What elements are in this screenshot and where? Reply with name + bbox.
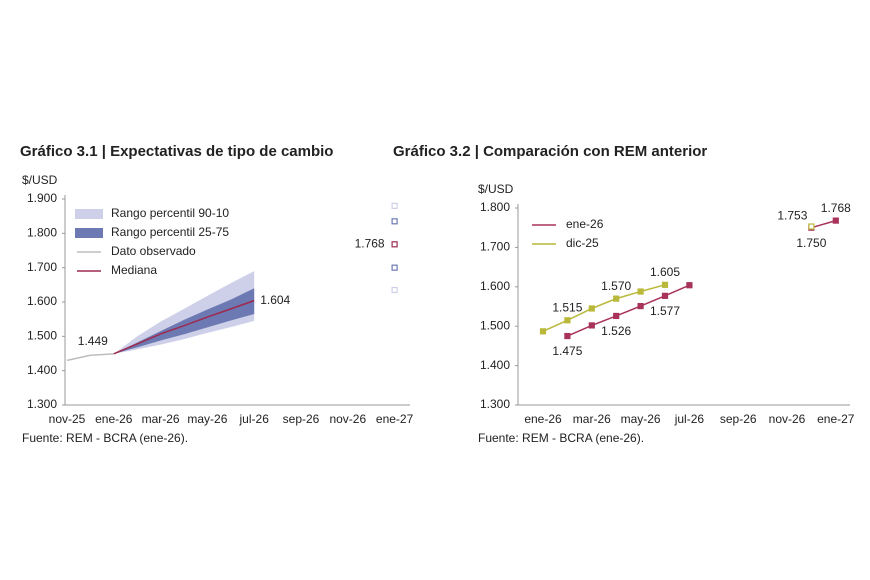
point — [391, 202, 398, 209]
point — [686, 282, 693, 289]
line — [66, 353, 114, 362]
x-tick-label: nov-26 — [769, 412, 806, 426]
point — [613, 312, 620, 320]
point — [564, 317, 571, 324]
line — [542, 284, 666, 333]
y-tick-label: 1.500 — [27, 329, 57, 343]
band — [113, 271, 255, 354]
chart-title: Gráfico 3.1 | Expectativas de tipo de ca… — [20, 143, 333, 160]
point — [539, 328, 547, 335]
y-tick-label: 1.300 — [480, 397, 510, 411]
chart-title: Gráfico 3.2 | Comparación con REM anteri… — [393, 143, 707, 160]
x-tick-label: jul-26 — [239, 412, 270, 426]
legend-label: dic-25 — [566, 236, 599, 250]
data-label: 1.605 — [650, 265, 680, 279]
y-tick-label: 1.300 — [27, 397, 57, 411]
data-label: 1.750 — [796, 236, 826, 250]
data-label: 1.768 — [821, 201, 851, 215]
y-tick-label: 1.900 — [27, 191, 57, 205]
point — [588, 322, 595, 329]
legend-swatch — [75, 209, 103, 219]
source: Fuente: REM - BCRA (ene-26). — [22, 431, 188, 445]
data-label: 1.604 — [260, 293, 290, 307]
legend-label: Rango percentil 25-75 — [111, 225, 229, 239]
legend-label: Dato observado — [111, 244, 196, 258]
data-label: 1.515 — [552, 300, 582, 314]
x-tick-label: ene-26 — [524, 412, 562, 426]
x-tick-label: ene-26 — [95, 412, 133, 426]
point — [391, 264, 398, 271]
x-tick-label: ene-27 — [817, 412, 855, 426]
data-label: 1.753 — [777, 209, 807, 223]
y-tick-label: 1.800 — [480, 200, 510, 214]
legend-label: Rango percentil 90-10 — [111, 206, 229, 220]
point — [637, 288, 644, 295]
x-tick-label: jul-26 — [674, 412, 705, 426]
source: Fuente: REM - BCRA (ene-26). — [478, 431, 644, 445]
x-tick-label: mar-26 — [142, 412, 180, 426]
x-tick-label: nov-26 — [329, 412, 366, 426]
point — [588, 305, 595, 312]
data-label: 1.570 — [601, 279, 631, 293]
point — [613, 295, 620, 302]
y-tick-label: 1.400 — [27, 363, 57, 377]
x-tick-label: may-26 — [187, 412, 227, 426]
x-tick-label: nov-25 — [49, 412, 86, 426]
y-tick-label: 1.800 — [27, 226, 57, 240]
point — [661, 281, 669, 288]
data-label: 1.475 — [552, 344, 582, 358]
y-axis-label: $/USD — [22, 173, 58, 187]
point — [832, 217, 839, 224]
data-label: 1.768 — [355, 236, 385, 250]
x-tick-label: mar-26 — [573, 412, 611, 426]
point — [808, 223, 815, 230]
point — [391, 286, 398, 294]
data-label: 1.449 — [78, 334, 108, 348]
band — [113, 288, 255, 354]
legend-label: Mediana — [111, 263, 157, 277]
y-tick-label: 1.700 — [480, 240, 510, 254]
point — [391, 241, 398, 248]
y-tick-label: 1.600 — [480, 279, 510, 293]
point — [637, 303, 644, 310]
chart: Gráfico 3.2 | Comparación con REM anteri… — [393, 143, 855, 445]
y-tick-label: 1.600 — [27, 294, 57, 308]
y-tick-label: 1.700 — [27, 260, 57, 274]
x-tick-label: ene-27 — [376, 412, 414, 426]
line — [113, 299, 255, 355]
point — [564, 332, 571, 340]
data-label: 1.526 — [601, 324, 631, 338]
x-tick-label: may-26 — [621, 412, 661, 426]
legend-label: ene-26 — [566, 217, 604, 231]
y-tick-label: 1.400 — [480, 358, 510, 372]
y-tick-label: 1.500 — [480, 318, 510, 332]
data-label: 1.577 — [650, 304, 680, 318]
x-tick-label: sep-26 — [720, 412, 757, 426]
point — [661, 292, 669, 299]
y-axis-label: $/USD — [478, 182, 514, 196]
chart: Gráfico 3.1 | Expectativas de tipo de ca… — [20, 143, 414, 445]
line — [567, 219, 837, 337]
legend-swatch — [75, 228, 103, 238]
x-tick-label: sep-26 — [283, 412, 320, 426]
point — [391, 218, 398, 225]
